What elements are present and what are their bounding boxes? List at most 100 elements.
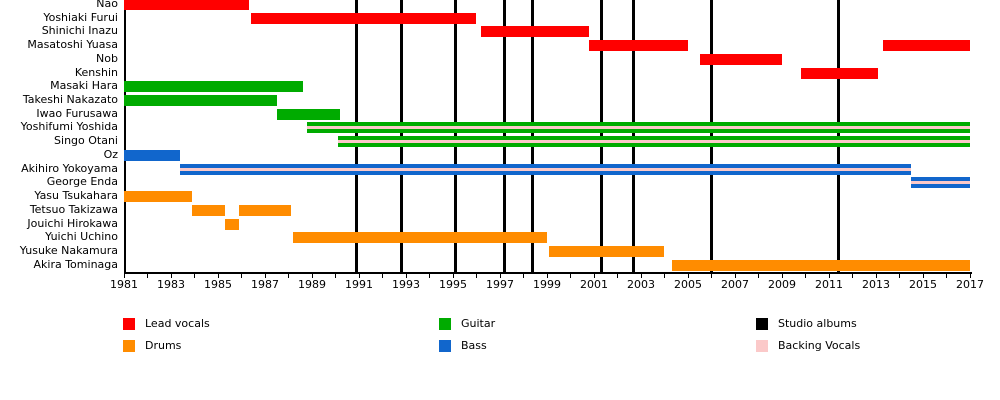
x-axis-tick [217,274,219,278]
x-axis-tick [147,274,148,278]
legend-item: Bass [439,340,487,352]
member-tenure-bar [239,204,291,216]
member-tenure-bar [883,40,970,52]
member-name-label: Takeshi Nakazato [22,93,118,107]
x-axis-tick [123,274,125,278]
backing-vocals-stripe [337,140,970,144]
x-axis-tick [570,274,571,278]
member-tenure-bar [124,95,277,107]
member-name-label: Yoshifumi Yoshida [20,120,118,134]
x-axis-tick [852,274,853,278]
member-name-label: Singo Otani [54,134,118,148]
member-tenure-bar [549,245,665,257]
member-tenure-bar [911,177,970,189]
x-axis-tick [499,274,501,278]
member-name-label: Oz [103,147,118,161]
x-axis-tick [734,274,736,278]
member-name-label: Akihiro Yokoyama [21,161,118,175]
backing-vocals-stripe [180,167,912,171]
x-axis-tick-label: 2007 [721,278,749,291]
x-axis-tick-label: 2015 [909,278,937,291]
x-axis-tick-label: 1993 [392,278,420,291]
member-tenure-bar [124,81,303,93]
legend-color-swatch [439,340,451,352]
member-tenure-bar [192,204,226,216]
x-axis-tick [922,274,924,278]
member-name-label: Tetsuo Takizawa [29,202,118,216]
x-axis-tick [288,274,289,278]
x-axis-tick [382,274,383,278]
x-axis-tick-label: 1999 [533,278,561,291]
legend-color-swatch [123,318,135,330]
y-axis-line [124,0,126,274]
member-tenure-bar [250,12,477,24]
legend-item: Studio albums [756,318,857,330]
x-axis-tick-label: 1983 [157,278,185,291]
x-axis-tick-label: 1995 [439,278,467,291]
member-tenure-bar [589,40,688,52]
x-axis-tick [969,274,971,278]
x-axis-tick [546,274,548,278]
member-name-label: Yuichi Uchino [45,230,118,244]
studio-album-line [710,0,713,272]
x-axis-tick [335,274,336,278]
studio-album-line [355,0,359,272]
x-axis-line [124,272,972,274]
member-name-label: Nao [96,0,118,10]
member-tenure-bar [671,259,970,271]
member-name-label: Akira Tominaga [33,257,119,271]
x-axis-tick [758,274,759,278]
x-axis-tick-label: 2001 [580,278,608,291]
x-axis-tick [946,274,947,278]
x-axis-tick [640,274,642,278]
legend-label: Bass [461,339,487,352]
legend-label: Studio albums [778,317,857,330]
backing-vocals-stripe [307,126,970,130]
member-name-label: Shinichi Inazu [41,24,118,38]
member-name-label: Kenshin [74,65,118,79]
x-axis-tick [170,274,172,278]
member-name-label: George Enda [46,175,118,189]
x-axis-tick-label: 2017 [956,278,984,291]
x-axis-tick [358,274,360,278]
studio-album-line [836,0,840,272]
studio-album-line [531,0,535,272]
x-axis-tick-label: 1997 [486,278,514,291]
legend-item: Drums [123,340,181,352]
member-tenure-bar [124,149,181,161]
x-axis-tick-label: 1991 [345,278,373,291]
legend-color-swatch [756,318,768,330]
timeline-plot: Nao Yoshiaki Furui Shinichi Inazu Masatoshi… [19,0,984,291]
x-axis-tick [523,274,524,278]
x-axis-tick-label: 1989 [298,278,326,291]
member-tenure-bar [800,67,879,79]
x-axis-tick-label: 2003 [627,278,655,291]
legend-color-swatch [123,340,135,352]
legend-item: Backing Vocals [756,340,860,352]
x-axis-tick [664,274,665,278]
studio-album-line [599,0,603,272]
x-axis-tick [805,274,806,278]
member-tenure-bar [124,0,249,10]
x-axis-tick-label: 1981 [110,278,138,291]
backing-vocals-stripe [911,181,970,185]
x-axis-tick [617,274,618,278]
studio-album-line [503,0,507,272]
x-axis-tick [476,274,477,278]
x-axis-tick-label: 2005 [674,278,702,291]
legend-item: Lead vocals [123,318,210,330]
x-axis-tick [452,274,454,278]
member-tenure-bar [307,122,970,134]
x-axis-tick-label: 2011 [815,278,843,291]
member-name-label: Jouichi Hirokawa [27,216,118,230]
member-name-label: Masatoshi Yuasa [27,38,118,52]
legend-color-swatch [756,340,768,352]
legend-label: Drums [145,339,182,352]
legend-label: Backing Vocals [778,339,861,352]
member-name-label: Nob [96,51,118,65]
member-tenure-bar [699,53,782,65]
member-name-label: Yusuke Nakamura [19,243,118,257]
legend-label: Guitar [461,317,496,330]
